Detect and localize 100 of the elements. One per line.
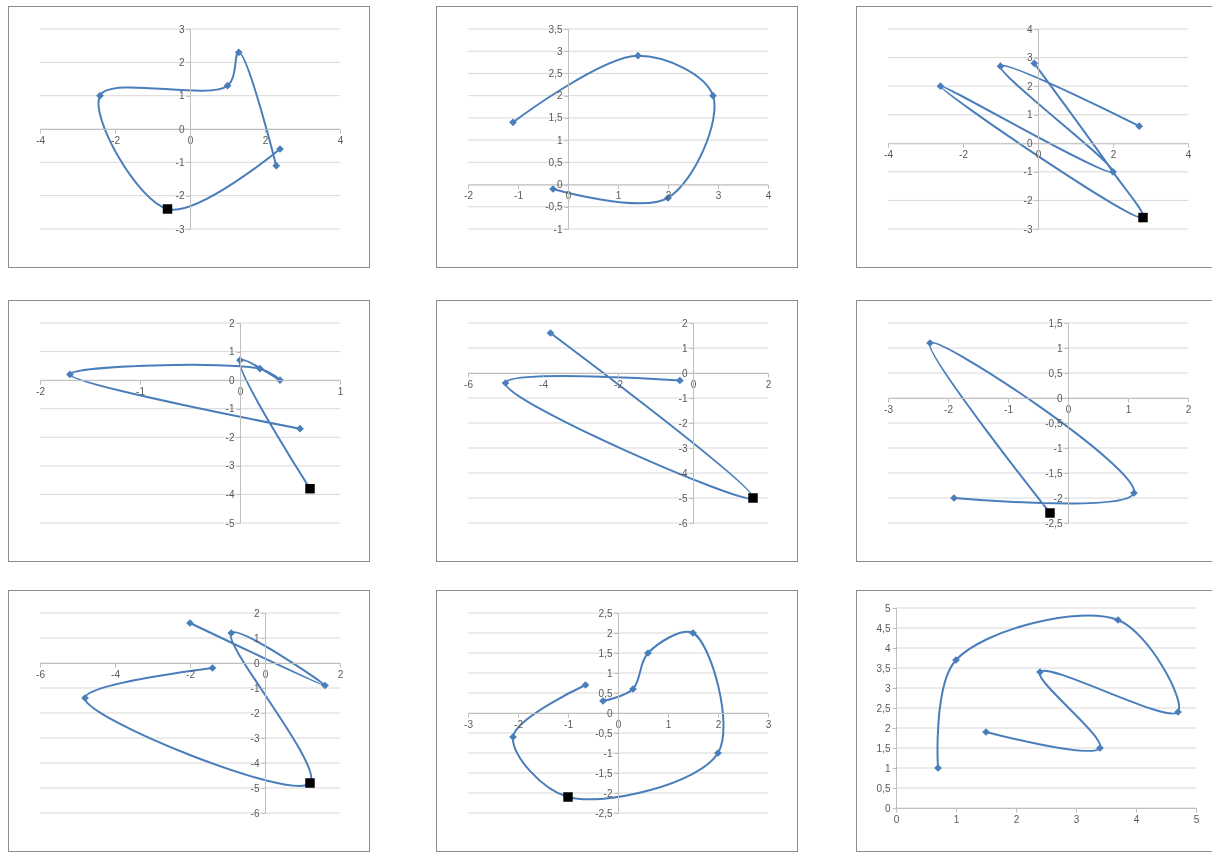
point [501, 379, 510, 387]
y-tick-label: -0,5 [1045, 417, 1063, 429]
y-tick-label: -4 [225, 488, 235, 500]
y-tick-label: -2,5 [1045, 517, 1063, 529]
y-tick-label: 2 [556, 90, 563, 102]
y-tick-label: 5 [884, 602, 891, 613]
point [634, 51, 642, 60]
y-tick-label: -1 [603, 747, 613, 759]
y-tick-label: -3 [175, 223, 185, 235]
x-tick-label: 3 [1073, 813, 1080, 824]
point [581, 681, 590, 689]
y-tick-label: 3,5 [876, 662, 891, 673]
y-tick-label: 0 [178, 123, 185, 135]
x-tick-label: 1 [953, 813, 960, 824]
point [676, 376, 684, 385]
x-tick-label: -2 [959, 148, 969, 160]
point [709, 91, 717, 100]
point [1045, 508, 1055, 518]
y-tick-label: 1 [253, 632, 260, 644]
y-tick-label: -2,5 [595, 807, 613, 819]
y-tick-label: 2 [1026, 80, 1033, 92]
y-tick-label: -1 [175, 156, 185, 168]
point [256, 364, 264, 373]
point [96, 91, 104, 100]
x-tick-label: 1 [665, 718, 672, 730]
y-tick-label: -5 [225, 517, 235, 529]
y-tick-label: -0,5 [545, 201, 563, 213]
x-tick-label: -2 [36, 385, 46, 397]
y-tick-label: 0,5 [598, 687, 613, 699]
y-tick-label: -2 [1053, 492, 1063, 504]
x-tick-label: -2 [944, 403, 954, 415]
point [162, 204, 173, 214]
point [936, 82, 945, 91]
point [305, 778, 315, 788]
x-tick-label: 4 [1133, 813, 1140, 824]
point [321, 681, 329, 690]
y-tick-label: 0,5 [876, 782, 891, 793]
y-tick-label: 0,5 [1048, 367, 1063, 379]
y-tick-label: 1 [1056, 342, 1063, 354]
y-tick-label: 1 [228, 346, 235, 358]
y-tick-label: 3 [884, 682, 891, 693]
y-tick-label: -2 [603, 787, 613, 799]
x-tick-label: -4 [36, 134, 46, 146]
x-tick-label: 2 [665, 190, 672, 202]
x-tick-label: -1 [1004, 403, 1014, 415]
y-tick-label: 3 [556, 45, 563, 57]
point [227, 629, 236, 637]
y-tick-label: 0 [884, 802, 891, 813]
y-tick-label: 2,5 [548, 67, 563, 79]
x-tick-label: 3 [765, 718, 772, 730]
y-tick-label: 3,5 [548, 23, 563, 35]
point [996, 62, 1005, 71]
y-tick-label: 0 [681, 367, 688, 379]
x-tick-label: -4 [539, 378, 549, 390]
y-tick-label: 1 [681, 342, 688, 354]
y-tick-label: 1,5 [548, 112, 563, 124]
y-tick-label: -2 [225, 431, 235, 443]
point [208, 664, 217, 672]
y-tick-label: -1,5 [595, 767, 613, 779]
x-tick-label: 0 [893, 813, 900, 824]
y-tick-label: -1 [553, 223, 563, 235]
y-tick-label: -3 [678, 442, 688, 454]
y-tick-label: 0 [556, 179, 563, 191]
y-tick-label: -3 [225, 460, 235, 472]
point [305, 483, 315, 494]
y-tick-label: -6 [678, 517, 688, 529]
y-tick-label: 2 [681, 317, 688, 329]
x-tick-label: -4 [111, 668, 121, 680]
y-tick-label: -1 [1023, 166, 1033, 178]
y-tick-label: 1 [1026, 109, 1033, 121]
point [546, 329, 555, 337]
point [66, 370, 74, 379]
x-tick-label: -2 [111, 134, 121, 146]
point [234, 48, 243, 57]
x-tick-label: -2 [186, 668, 196, 680]
point [1030, 59, 1039, 68]
y-tick-label: -0,5 [595, 727, 613, 739]
x-tick-label: 2 [262, 134, 269, 146]
y-tick-label: 2,5 [598, 607, 613, 619]
x-tick-label: 4 [337, 134, 344, 146]
y-tick-label: -1 [250, 682, 260, 694]
y-tick-label: -5 [250, 782, 260, 794]
y-tick-label: 2,5 [876, 702, 891, 713]
y-tick-label: 4 [1026, 23, 1033, 35]
y-tick-label: 1 [178, 90, 185, 102]
y-tick-label: 3 [1026, 52, 1033, 64]
point [1135, 122, 1144, 131]
x-tick-label: 2 [1110, 148, 1117, 160]
y-tick-label: 1,5 [876, 742, 891, 753]
y-tick-label: 2 [606, 627, 613, 639]
y-tick-label: -3 [1023, 223, 1033, 235]
x-tick-label: 2 [337, 668, 344, 680]
x-tick-label: 5 [1193, 813, 1200, 824]
x-tick-label: 1 [615, 190, 622, 202]
y-tick-label: -1 [1053, 442, 1063, 454]
x-tick-label: -2 [464, 190, 474, 202]
y-tick-label: 2 [253, 607, 260, 619]
y-tick-label: -4 [250, 757, 260, 769]
x-tick-label: -1 [136, 385, 146, 397]
point [509, 118, 517, 127]
